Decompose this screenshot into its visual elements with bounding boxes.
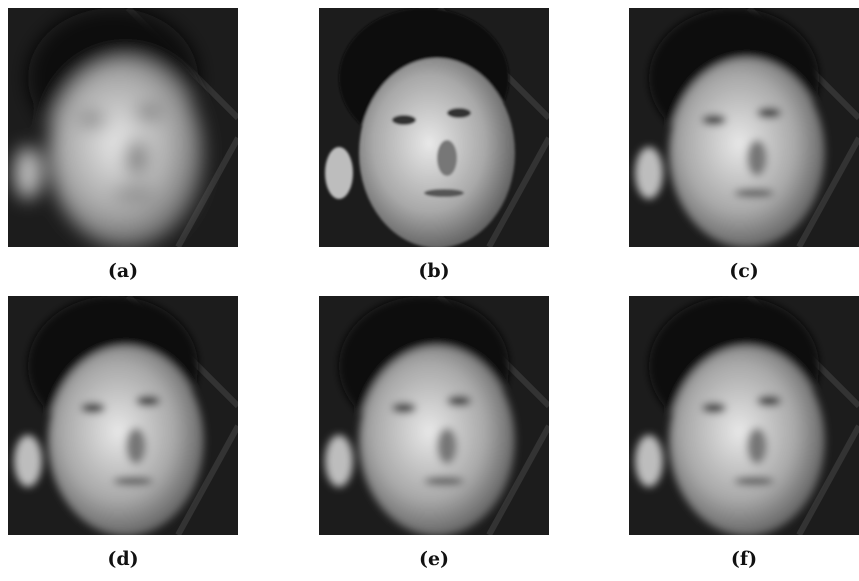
panel-label: (d): [107, 548, 138, 570]
image-content: [319, 8, 549, 248]
nose-shadow: [747, 140, 767, 176]
face-skin: [359, 346, 515, 536]
mouth: [424, 477, 464, 485]
ear: [325, 435, 353, 487]
eye: [392, 115, 416, 125]
mouth: [113, 477, 153, 485]
eye: [757, 396, 781, 406]
face-skin: [359, 58, 515, 248]
image-content: [319, 296, 549, 536]
nose-shadow: [126, 140, 146, 176]
eye: [136, 396, 160, 406]
image-content: [8, 8, 238, 248]
eye: [757, 108, 781, 118]
eye: [81, 115, 105, 125]
image-content: [8, 296, 238, 536]
ear: [14, 435, 42, 487]
face-skin: [48, 346, 204, 536]
panel-label: (a): [108, 260, 138, 282]
nose-shadow: [126, 428, 146, 464]
face-skin: [669, 346, 825, 536]
panel-label: (c): [729, 260, 759, 282]
page: {"panels": [{"label": "(a)"}, {"label": …: [0, 0, 859, 581]
ear: [325, 147, 353, 199]
figure: (a) (b) (c) (d) (e) (f): [0, 0, 859, 581]
eye: [447, 108, 471, 118]
face-image: [629, 8, 859, 248]
mouth: [113, 189, 153, 197]
face-skin: [48, 58, 204, 248]
eye: [81, 403, 105, 413]
panel-label: (b): [418, 260, 449, 282]
mouth: [424, 189, 464, 197]
nose-shadow: [437, 140, 457, 176]
eye: [136, 108, 160, 118]
ear: [635, 147, 663, 199]
face-image: [319, 296, 549, 536]
face-skin: [669, 58, 825, 248]
image-content: [629, 8, 859, 248]
face-image: [629, 296, 859, 536]
eye: [392, 403, 416, 413]
face-image: [8, 296, 238, 536]
mouth: [734, 189, 774, 197]
panel-label: (f): [731, 548, 757, 570]
ear: [14, 147, 42, 199]
mouth: [734, 477, 774, 485]
eye: [702, 115, 726, 125]
image-content: [629, 296, 859, 536]
nose-shadow: [437, 428, 457, 464]
face-image: [319, 8, 549, 248]
eye: [702, 403, 726, 413]
panel-label: (e): [419, 548, 449, 570]
eye: [447, 396, 471, 406]
nose-shadow: [747, 428, 767, 464]
face-image: [8, 8, 238, 248]
ear: [635, 435, 663, 487]
